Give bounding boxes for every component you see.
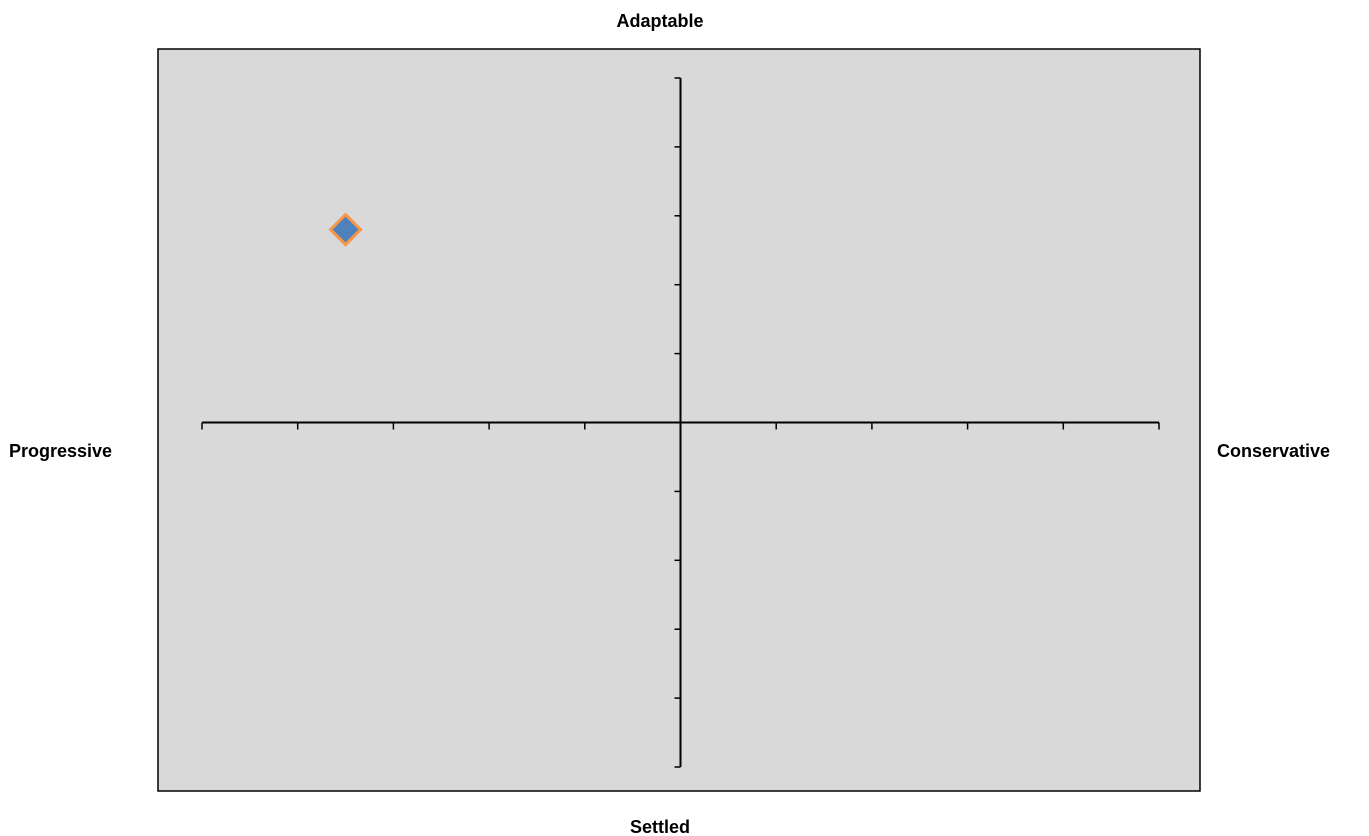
plot-background	[158, 49, 1200, 791]
